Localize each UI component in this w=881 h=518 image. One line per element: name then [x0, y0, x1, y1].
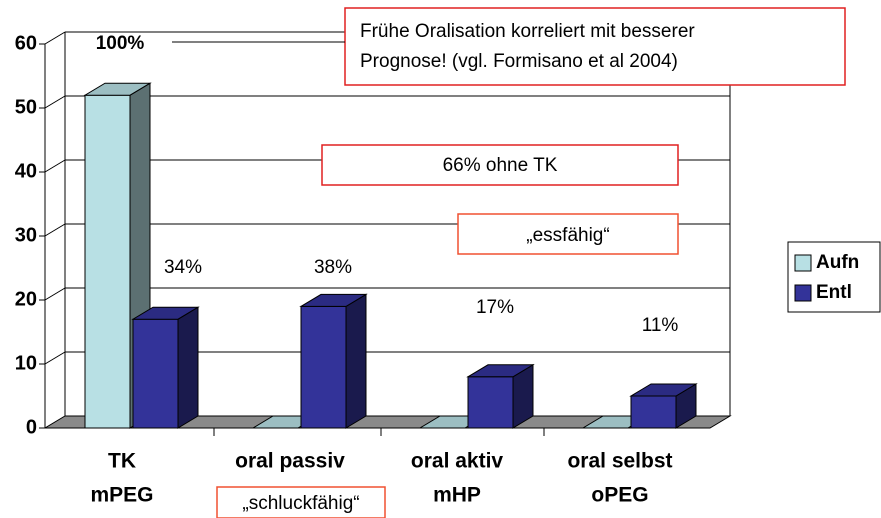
annotation-box	[321, 144, 679, 186]
grid-line	[44, 223, 66, 237]
x-tick-label: oral aktiv	[411, 450, 504, 473]
percent-label: 100%	[96, 33, 145, 54]
grid-line	[44, 95, 66, 109]
bar-front	[467, 376, 514, 429]
x-tick-label: oPEG	[591, 484, 648, 507]
legend-swatch	[794, 284, 812, 302]
y-tick-label: 60	[15, 32, 37, 54]
bar-front	[630, 395, 677, 429]
bar-front	[300, 305, 347, 429]
legend-label: Entl	[816, 282, 852, 303]
x-tick-label: TK	[108, 450, 136, 473]
annotation-text: „schluckfähig“	[242, 493, 359, 514]
x-tick-label: mPEG	[90, 484, 153, 507]
x-tick-label: mHP	[433, 484, 481, 507]
y-tick-label: 20	[15, 288, 37, 310]
annotation-text: 66% ohne TK	[443, 155, 558, 176]
bar-top	[83, 82, 152, 96]
annotation-box	[216, 486, 386, 518]
percent-label: 17%	[476, 297, 514, 318]
note-box	[344, 7, 846, 86]
bar-top	[299, 293, 368, 307]
legend-label: Aufn	[816, 252, 859, 273]
bar-top	[466, 364, 535, 378]
percent-label: 34%	[164, 257, 202, 278]
grid-line	[44, 159, 66, 173]
bar-front	[84, 94, 131, 429]
y-tick-label: 30	[15, 224, 37, 246]
legend-swatch	[794, 254, 812, 272]
note-line: Frühe Oralisation korreliert mit bessere…	[360, 21, 695, 42]
annotation-box	[457, 213, 679, 255]
percent-label: 11%	[642, 315, 679, 336]
note-line: Prognose! (vgl. Formisano et al 2004)	[360, 51, 678, 72]
grid-line	[44, 351, 66, 365]
x-tick-label: oral selbst	[567, 450, 672, 473]
grid-line	[44, 287, 66, 301]
bar-side	[345, 293, 367, 429]
y-tick-label: 10	[15, 352, 37, 374]
percent-label: 38%	[314, 257, 352, 278]
y-tick-label: 50	[15, 96, 37, 118]
y-tick-label: 0	[26, 416, 37, 438]
bar-side	[177, 306, 199, 429]
annotation-text: „essfähig“	[526, 225, 609, 246]
bar-top	[629, 383, 698, 397]
bar-front	[132, 318, 179, 429]
y-tick-label: 40	[15, 160, 37, 182]
grid-line	[44, 31, 66, 45]
x-tick-label: oral passiv	[235, 450, 345, 473]
bar-top	[131, 306, 200, 320]
